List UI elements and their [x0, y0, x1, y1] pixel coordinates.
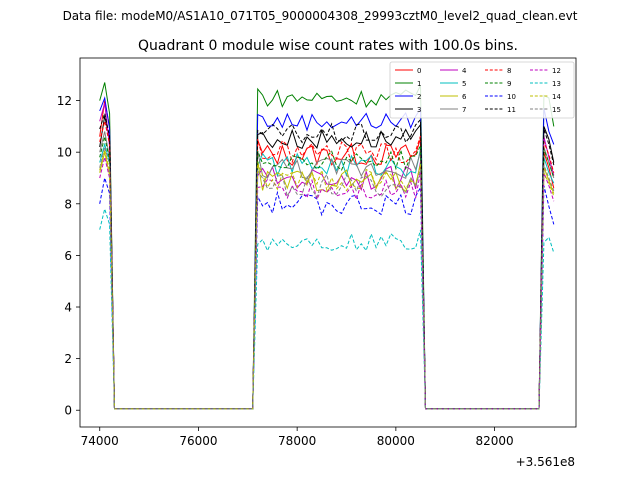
- legend-label-2: 2: [417, 93, 421, 101]
- y-tick-label: 6: [64, 249, 72, 263]
- figure-suptitle: Data file: modeM0/AS1A10_071T05_90000043…: [63, 9, 578, 23]
- y-tick-label: 0: [64, 404, 72, 418]
- x-tick-label: 82000: [475, 434, 513, 448]
- x-tick-label: 74000: [81, 434, 119, 448]
- y-tick-label: 4: [64, 301, 72, 315]
- ticks-layer: 74000 76000 78000 80000 82000 0 2 4 6 8 10 12: [57, 94, 514, 448]
- series-line-13: [99, 207, 555, 410]
- series-line-14: [99, 149, 555, 410]
- legend-label-14: 14: [552, 93, 561, 101]
- legend-label-9: 9: [507, 80, 511, 88]
- series-layer: [99, 82, 555, 410]
- plot-area: [80, 58, 576, 427]
- x-tick-label: 78000: [278, 434, 316, 448]
- y-tick-label: 8: [64, 197, 72, 211]
- legend-label-6: 6: [462, 93, 467, 101]
- legend-label-3: 3: [417, 106, 421, 114]
- y-tick-label: 10: [57, 146, 72, 160]
- series-line-2: [99, 96, 555, 410]
- legend-label-5: 5: [462, 80, 466, 88]
- series-line-0: [99, 100, 555, 410]
- legend-label-10: 10: [507, 93, 516, 101]
- legend-label-12: 12: [552, 67, 561, 75]
- chart-title: Quadrant 0 module wise count rates with …: [138, 38, 518, 54]
- x-tick-label: 80000: [377, 434, 415, 448]
- series-line-11: [99, 111, 555, 410]
- series-line-10: [99, 177, 555, 410]
- legend-label-11: 11: [507, 106, 516, 114]
- x-offset-label: +3.561e8: [516, 455, 575, 469]
- y-tick-label: 2: [64, 352, 72, 366]
- legend-label-8: 8: [507, 67, 511, 75]
- legend-label-15: 15: [552, 106, 561, 114]
- legend-label-4: 4: [462, 67, 467, 75]
- series-line-12: [99, 157, 555, 410]
- series-line-9: [99, 136, 555, 410]
- x-tick-label: 76000: [179, 434, 217, 448]
- axes-frame: [79, 57, 577, 428]
- legend-label-13: 13: [552, 80, 561, 88]
- legend-label-1: 1: [417, 80, 421, 88]
- y-tick-label: 12: [57, 94, 72, 108]
- series-line-15: [99, 146, 555, 410]
- series-line-7: [99, 131, 555, 410]
- legend-box: [389, 61, 575, 119]
- legend-label-0: 0: [417, 67, 421, 75]
- legend-label-7: 7: [462, 106, 466, 114]
